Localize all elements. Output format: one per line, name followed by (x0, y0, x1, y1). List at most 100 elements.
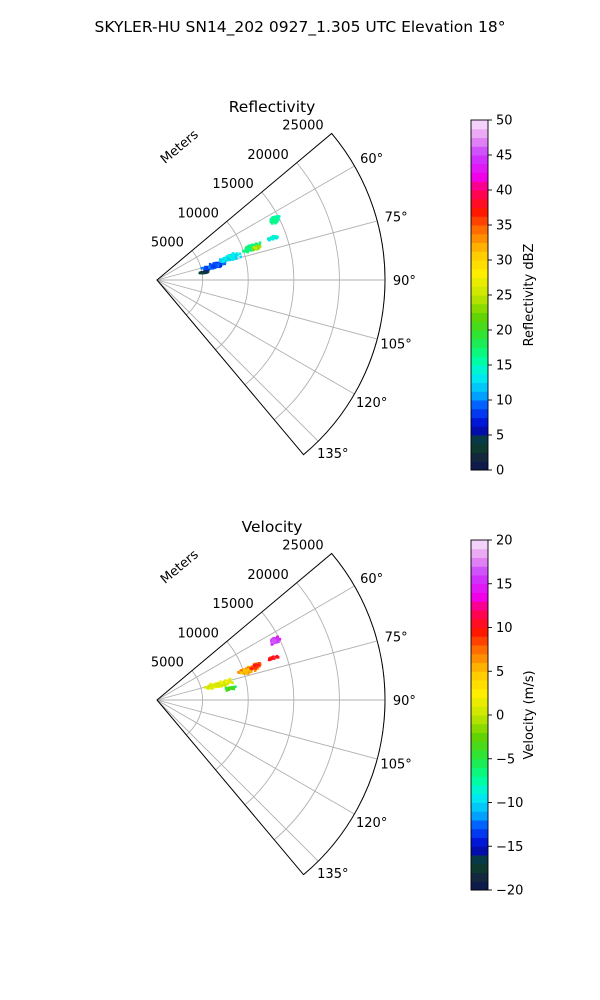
echo-gate (257, 665, 261, 668)
echo-gate (277, 215, 281, 219)
radial-tick-label: 20000 (247, 148, 288, 163)
echo-gate (252, 248, 256, 251)
radial-tick-label: 25000 (282, 538, 323, 553)
colorbar-segment (471, 303, 488, 313)
range-ring (215, 221, 249, 351)
azimuth-tick-label: 60° (360, 152, 383, 167)
echo-gate (205, 268, 208, 271)
azimuth-tick-label: 135° (317, 867, 348, 882)
echo-gate (251, 248, 254, 252)
echo-gate (251, 665, 255, 669)
colorbar-segment (471, 286, 488, 296)
colorbar-segment (471, 697, 488, 707)
colorbar-segment (471, 837, 488, 847)
colorbar-segment (471, 811, 488, 821)
echo-gate (231, 687, 234, 691)
echo-gate (243, 671, 246, 675)
echo-gate (204, 685, 207, 689)
colorbar-segment (471, 365, 488, 375)
azimuth-tick-label: 105° (380, 337, 411, 352)
colorbar-segment (471, 330, 488, 340)
colorbar-segment (471, 820, 488, 830)
echo-gate (239, 255, 242, 259)
echo-gate (234, 685, 237, 689)
echo-gate (275, 654, 279, 658)
echo-gate (272, 641, 276, 645)
echo-gate (227, 681, 230, 684)
colorbar-segment (471, 443, 488, 453)
echo-gate (223, 684, 227, 688)
colorbar-tick-label: 40 (496, 184, 513, 199)
colorbar-segment (471, 146, 488, 156)
echo-gate (271, 220, 274, 224)
echo-gate (230, 253, 233, 257)
colorbar-tick-label: −5 (496, 752, 515, 767)
colorbar-segment (471, 776, 488, 786)
polar-grid (156, 553, 386, 876)
echo-gate (257, 245, 261, 249)
echo-gate (251, 244, 254, 247)
colorbar-tick-label: 20 (496, 324, 513, 339)
echo-gate (249, 667, 253, 670)
azimuth-tick-label: 75° (385, 631, 408, 646)
panel-reflectivity: Reflectivity60°75°90°105°120°135°5000100… (151, 98, 537, 479)
echo-gate (217, 685, 221, 688)
colorbar-segment (471, 391, 488, 401)
colorbar-segment (471, 408, 488, 418)
echo-gate (209, 684, 212, 687)
echo-gate (271, 640, 275, 643)
echo-gate (239, 671, 243, 675)
colorbar-segment (471, 566, 488, 576)
colorbar-segment (471, 426, 488, 436)
echo-gate (251, 667, 254, 670)
colorbar-segment (471, 645, 488, 655)
azimuth-line (156, 699, 319, 862)
colorbar-segment (471, 155, 488, 165)
colorbar-segment (471, 653, 488, 663)
radial-tick-label: 25000 (282, 118, 323, 133)
colorbar-segment (471, 855, 488, 865)
colorbar-segment (471, 295, 488, 305)
echo-gate (225, 689, 229, 692)
echo-gate (201, 271, 205, 275)
azimuth-tick-label: 105° (380, 757, 411, 772)
azimuth-line (156, 279, 355, 395)
colorbar-segment (471, 758, 488, 768)
echo-gate (245, 247, 249, 250)
colorbar-segment (471, 260, 488, 270)
colorbar-tick-label: 35 (496, 219, 513, 234)
echo-gate (208, 262, 212, 266)
colorbar-segment (471, 741, 488, 751)
echo-gate (225, 255, 229, 258)
colorbar-segment (471, 373, 488, 383)
echo-gate (274, 215, 277, 219)
echo-gate (226, 679, 230, 682)
colorbar-label: Velocity (m/s) (522, 670, 537, 759)
colorbar-tick-label: 10 (496, 394, 513, 409)
colorbar-tick-label: −15 (496, 840, 523, 855)
echo-gate (214, 262, 218, 266)
colorbar-segment (471, 557, 488, 567)
echo-gate (235, 252, 239, 255)
colorbar-segment (471, 207, 488, 217)
echo-gate (206, 686, 209, 690)
echo-gate (228, 677, 232, 681)
colorbar-tick-label: 45 (496, 149, 513, 164)
echo-gate (226, 257, 229, 260)
colorbar-segment (471, 785, 488, 795)
azimuth-tick-label: 60° (360, 572, 383, 587)
echo-gate (278, 637, 282, 641)
colorbar-segment (471, 400, 488, 410)
echo-gate (222, 262, 226, 265)
colorbar-segment (471, 181, 488, 191)
sector-frame (156, 132, 386, 456)
echo-gate (232, 686, 236, 689)
colorbar: −20 −15 −10 −5 0 5 10 15 20 Velocity (m/s) (470, 534, 537, 899)
panel-title: Reflectivity (229, 98, 316, 116)
colorbar-segment (471, 417, 488, 427)
colorbar-segment (471, 671, 488, 681)
echo-gate (275, 640, 279, 644)
echo-gate (269, 656, 272, 660)
colorbar-tick-label: 20 (496, 534, 513, 549)
